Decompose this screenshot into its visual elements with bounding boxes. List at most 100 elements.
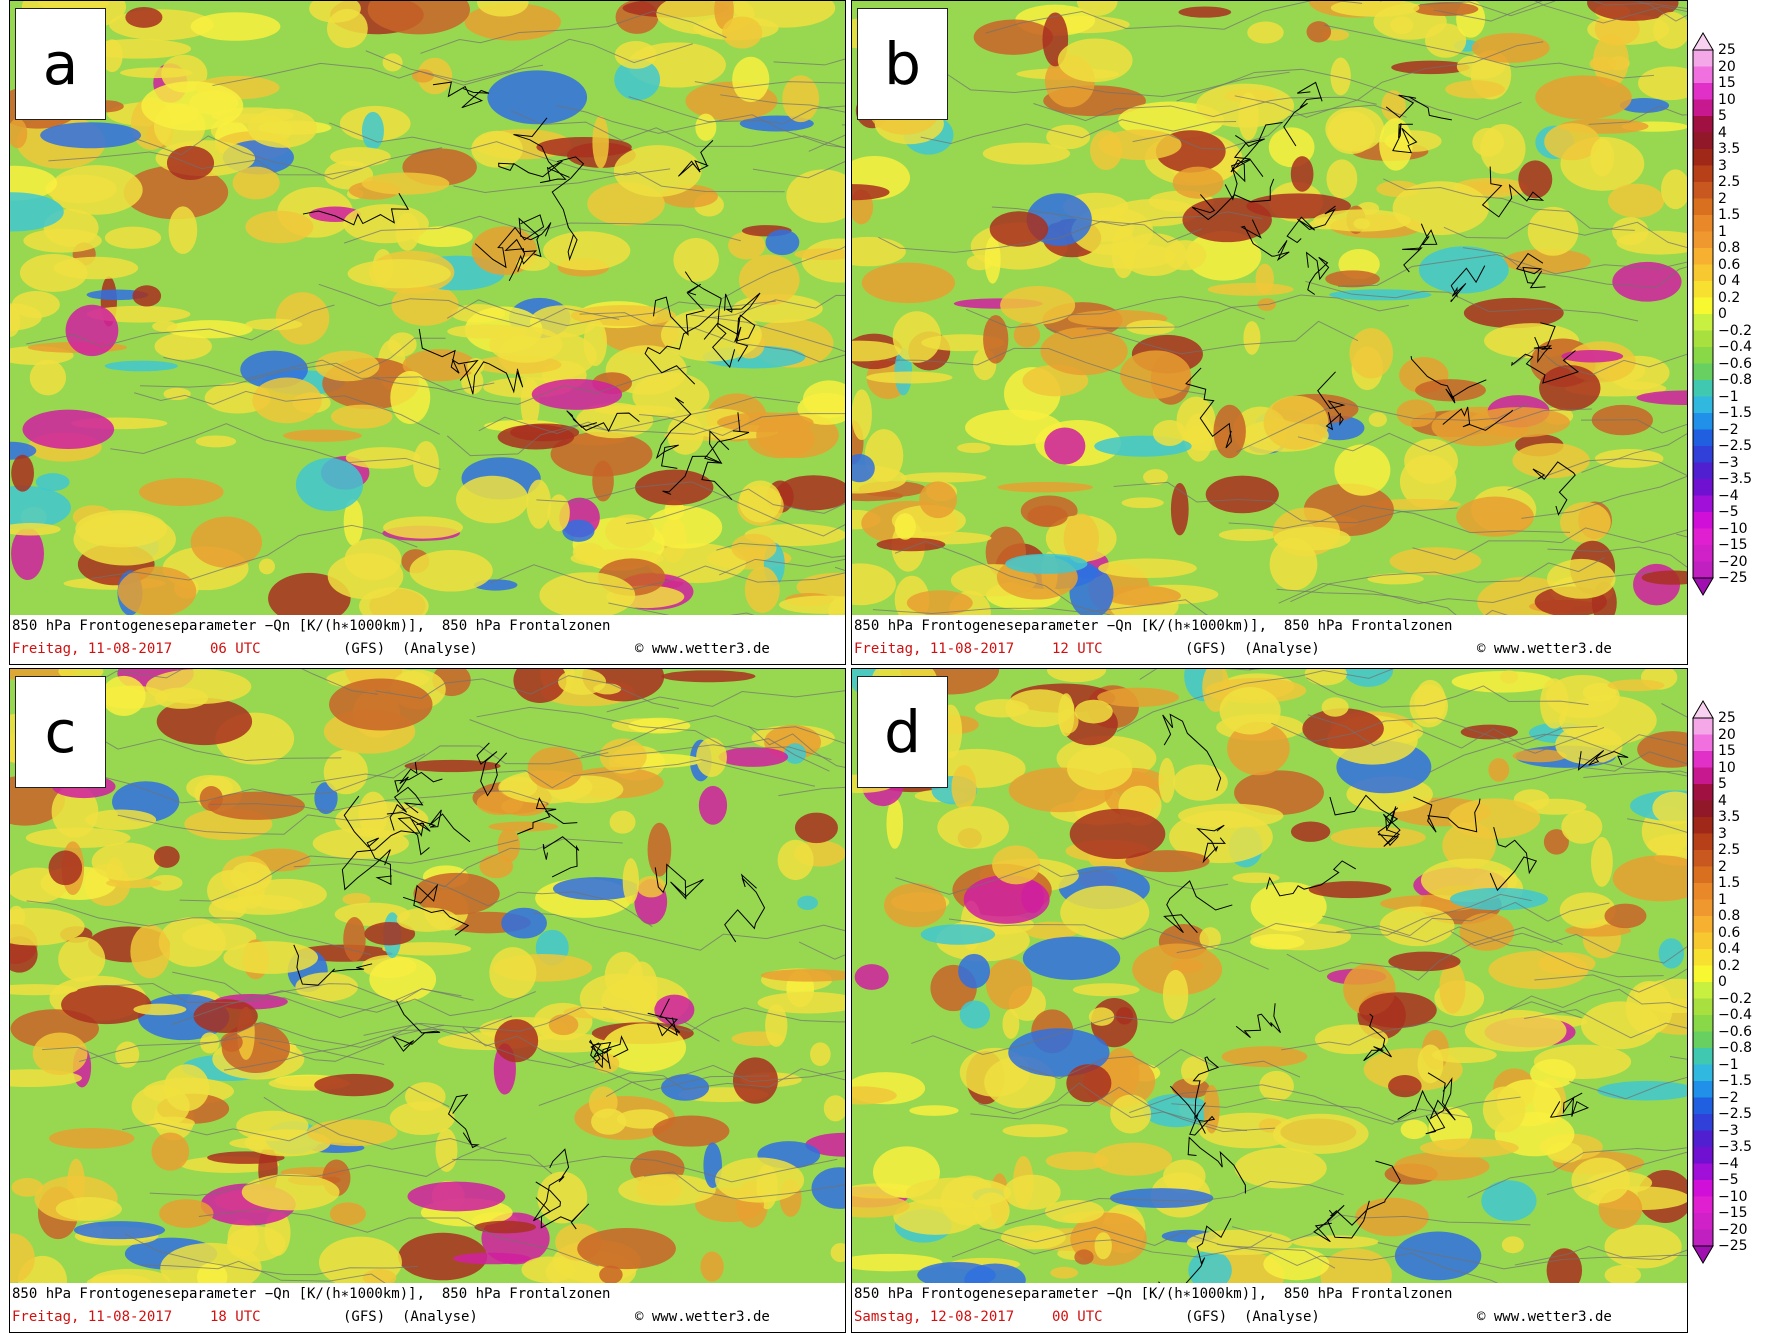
contour-line [1271,717,1605,754]
colorbar-label: 2 [1718,858,1727,875]
field-patch [583,319,607,367]
field-patch [53,256,139,280]
colorbar-label: 2 [1718,190,1727,207]
field-patch [1076,1,1118,16]
field-patch [383,516,464,539]
field-patch [207,791,305,820]
colorbar-swatch [1693,528,1713,545]
field-patch [1221,1046,1308,1068]
contour-line [581,715,845,757]
colorbar-label: 15 [1718,75,1736,91]
field-patch [1448,798,1541,839]
contour-line [1581,419,1687,434]
field-patch [1001,1225,1066,1250]
field-patch [1093,1142,1172,1176]
contour-line [638,412,845,436]
field-patch [456,475,529,524]
field-patch [361,111,384,150]
field-patch [1259,1070,1294,1102]
colorbar-label: 2.5 [1718,842,1741,858]
coastline [1305,251,1330,295]
field-patch [1329,289,1432,301]
field-patch [1413,2,1479,17]
field-patch [592,115,609,169]
contour-line [887,347,1205,395]
field-patch [1227,721,1290,776]
field-patch [905,1177,1012,1209]
colorbar-label: 10 [1718,759,1736,776]
field-patch [314,1073,394,1097]
field-patch [85,809,157,830]
coastline [341,830,419,891]
field-patch [190,12,281,41]
field-patch [1173,764,1228,801]
field-patch [367,1,471,35]
field-patch [398,1232,488,1281]
map-panel: a 850 hPa Frontogeneseparameter −Qn [K/(h… [9,0,846,665]
field-patch [997,481,1094,493]
contour-line [329,122,671,176]
colorbar-label: −0.8 [1718,1040,1752,1056]
colorbar-label: −20 [1718,1221,1748,1238]
colorbar-label: 15 [1718,743,1736,759]
contour-line [1176,68,1522,121]
field-patch [411,226,473,248]
field-patch [604,951,644,1000]
contour-line [26,304,335,348]
contour-line [1019,1048,1301,1080]
colorbar-swatch [1693,561,1713,578]
colorbar-swatch [1693,1163,1713,1180]
field-patch [731,533,777,563]
field-patch [1027,505,1068,528]
field-patch [733,1,836,28]
coastline [432,81,490,109]
field-patch [91,842,161,881]
field-patch [347,259,451,289]
colorbar-label: 4 [1718,792,1727,809]
colorbar-swatch [1693,182,1713,199]
caption-model: (GFS) [1185,1309,1228,1325]
field-patch [614,41,657,69]
contour-line [1116,669,1394,732]
field-patch [1544,123,1601,161]
colorbar-swatch [1693,1048,1713,1065]
contour-line [1430,751,1687,803]
field-patch [1243,321,1261,355]
field-patch [1512,442,1590,479]
field-patch [73,1221,166,1240]
colorbar-swatch [1693,363,1713,380]
colorbar-swatch [1693,215,1713,232]
field-patch [330,147,391,167]
field-patch [1213,404,1246,459]
field-patch [1158,757,1176,803]
coastline [551,156,585,262]
field-patch [10,775,65,826]
contour-line [978,1082,1247,1132]
contour-line [773,58,845,66]
field-patch [1306,21,1332,43]
contour-line [149,1137,507,1196]
colorbar-swatch [1693,1081,1713,1098]
field-patch [342,893,371,906]
field-patch [91,1268,171,1283]
field-patch [130,924,171,979]
field-patch [884,883,947,928]
field-patch [101,675,146,717]
field-patch [738,254,800,306]
coastline [1187,1136,1247,1194]
colorbar-swatch [1693,718,1713,735]
field-patch [1619,98,1670,113]
field-patch [1414,679,1446,724]
contour-line [606,690,845,713]
coastline [678,140,714,177]
field-patch [602,1023,687,1073]
field-patch [479,854,514,879]
field-patch [1022,936,1121,980]
field-patch [1404,438,1458,484]
colorbar-label: −1 [1718,1056,1739,1073]
coastline [504,238,538,282]
field-patch [797,392,845,425]
field-patch [526,479,552,529]
coastline [703,314,756,362]
field-patch [45,174,117,204]
